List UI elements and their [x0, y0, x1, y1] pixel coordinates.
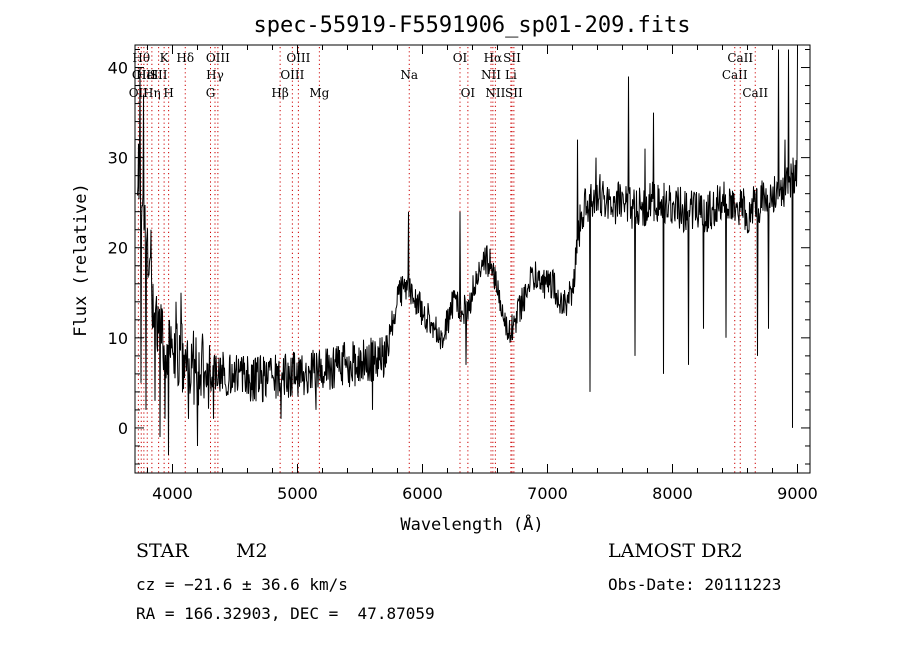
line-marker-label: OI: [453, 51, 468, 65]
line-marker-label: CaII: [727, 51, 753, 65]
line-marker-label: K: [160, 51, 170, 65]
line-marker-label: Hγ: [206, 68, 224, 82]
x-tick-label: 9000: [777, 484, 818, 503]
spectrum-line: [137, 49, 798, 456]
line-marker-label: OIII: [280, 68, 304, 82]
coordinates: RA = 166.32903, DEC = 47.87059: [136, 604, 435, 623]
x-axis-label: Wavelength (Å): [400, 513, 543, 535]
line-marker-label: NII: [481, 68, 501, 82]
line-marker-label: SII: [150, 68, 168, 82]
y-tick-label: 30: [108, 149, 128, 168]
line-marker-label: CaII: [722, 68, 748, 82]
line-marker-label: Hα: [484, 51, 503, 65]
y-axis-label: Flux (relative): [71, 183, 91, 337]
line-marker-label: Hβ: [271, 86, 288, 100]
object-subclass: M2: [236, 540, 268, 562]
line-marker-label: OIII: [206, 51, 230, 65]
chart-title: spec-55919-F5591906_sp01-209.fits: [253, 13, 690, 38]
y-tick-label: 40: [108, 59, 128, 78]
line-marker-label: SII: [505, 86, 523, 100]
line-marker-label: OI: [461, 86, 476, 100]
line-marker-label: Hδ: [176, 51, 194, 65]
y-tick-label: 10: [108, 329, 128, 348]
x-tick-label: 4000: [152, 484, 193, 503]
object-class: STAR: [136, 540, 189, 562]
line-marker-label: HeI: [136, 68, 159, 82]
plot-area: [137, 49, 798, 456]
line-marker-label: SII: [503, 51, 521, 65]
x-tick-label: 7000: [527, 484, 568, 503]
line-marker-label: CaII: [742, 86, 768, 100]
line-marker-label: Mg: [309, 86, 329, 100]
line-marker-label: OIII: [286, 51, 310, 65]
axes: 4000 5000 6000 7000 8000 9000 0 10 20 30 40: [108, 44, 818, 503]
x-tick-label: 5000: [277, 484, 318, 503]
line-marker-label: Na: [400, 68, 418, 82]
line-marker-label: G: [206, 86, 216, 100]
line-marker-label: H: [163, 86, 173, 100]
redshift-readout: cz = −21.6 ± 36.6 km/s: [136, 575, 348, 594]
obs-date: Obs-Date: 20111223: [608, 575, 782, 594]
plot-frame: [134, 44, 811, 474]
x-tick-label: 8000: [652, 484, 693, 503]
survey-name: LAMOST DR2: [608, 540, 743, 562]
line-marker-label: Li: [505, 68, 517, 82]
y-tick-label: 20: [108, 239, 128, 258]
line-marker-label: OIII: [132, 68, 156, 82]
line-marker-label: NII: [485, 86, 505, 100]
line-marker-label: Hθ: [132, 51, 150, 65]
x-tick-label: 6000: [402, 484, 443, 503]
y-tick-label: 0: [118, 419, 128, 438]
line-marker-label: Hη: [143, 86, 161, 100]
spectral-line-markers: OIIHθOIIIHeIHηSIIKHHδGHγOIIIHβOIIIOIIIMg…: [129, 47, 768, 473]
